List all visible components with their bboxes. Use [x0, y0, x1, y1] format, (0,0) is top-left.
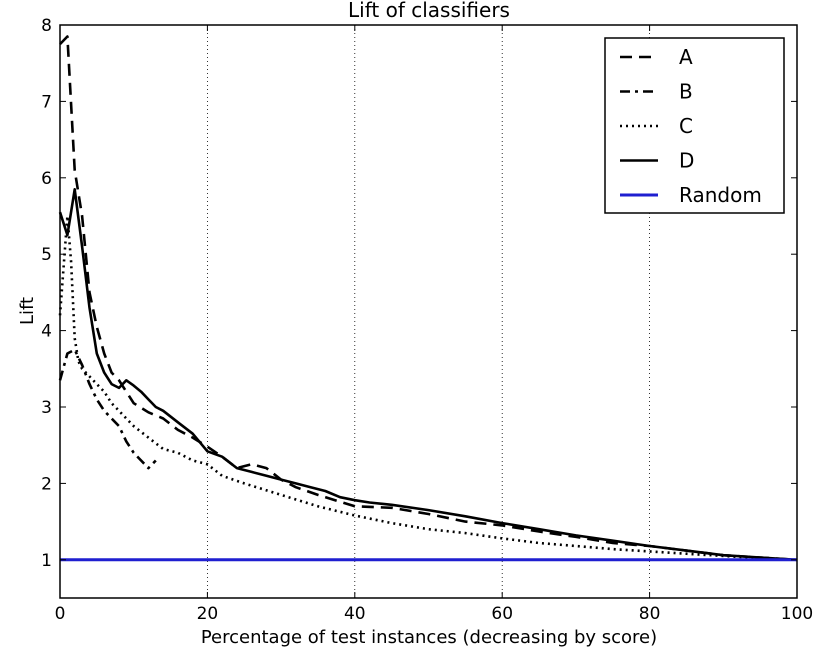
series-lines [58, 35, 798, 562]
legend-label-random: Random [679, 183, 762, 207]
series-line-d [58, 188, 798, 562]
series-line-a [59, 35, 798, 562]
legend-label-d: D [679, 149, 694, 173]
x-tick-label: 60 [491, 604, 513, 624]
y-tick-label: 4 [41, 322, 52, 342]
chart-title: Lift of classifiers [348, 0, 510, 22]
y-tick-label: 3 [41, 398, 52, 418]
y-tick-label: 5 [41, 245, 52, 265]
x-tick-label: 80 [639, 604, 661, 624]
y-tick-label: 2 [41, 474, 52, 494]
y-tick-label: 1 [41, 551, 52, 571]
legend-box [604, 37, 785, 214]
y-tick-label: 8 [41, 16, 52, 36]
grid-lines [206, 25, 650, 598]
y-tick-label: 7 [41, 92, 52, 112]
legend-label-a: A [679, 45, 693, 69]
series-line-c [58, 214, 798, 562]
y-axis-label: Lift [17, 297, 38, 325]
legend-label-c: C [679, 114, 693, 138]
x-tick-label: 20 [197, 604, 219, 624]
plot-area-frame [59, 24, 798, 599]
legend-label-b: B [679, 80, 693, 104]
y-tick-label: 6 [41, 169, 52, 189]
x-tick-label: 40 [344, 604, 366, 624]
x-axis-label: Percentage of test instances (decreasing… [201, 627, 657, 648]
series-line-b [58, 348, 157, 470]
x-tick-label: 0 [55, 604, 66, 624]
x-tick-label: 100 [781, 604, 813, 624]
axis-ticks: 0 20 40 60 80 100 1 2 3 4 5 6 7 8 [41, 16, 813, 624]
